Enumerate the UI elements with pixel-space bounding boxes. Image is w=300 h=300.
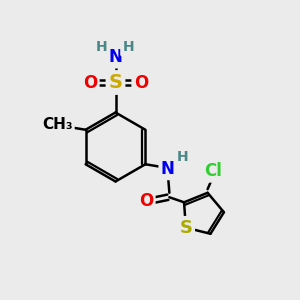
Text: CH₃: CH₃: [42, 117, 72, 132]
Text: S: S: [109, 73, 122, 92]
Text: H: H: [95, 40, 107, 54]
Text: H: H: [122, 40, 134, 54]
Text: O: O: [134, 74, 148, 92]
Text: Cl: Cl: [204, 162, 222, 180]
Text: N: N: [161, 160, 175, 178]
Text: S: S: [179, 219, 192, 237]
Text: O: O: [83, 74, 97, 92]
Text: H: H: [177, 150, 189, 164]
Text: N: N: [109, 48, 122, 66]
Text: O: O: [139, 192, 153, 210]
